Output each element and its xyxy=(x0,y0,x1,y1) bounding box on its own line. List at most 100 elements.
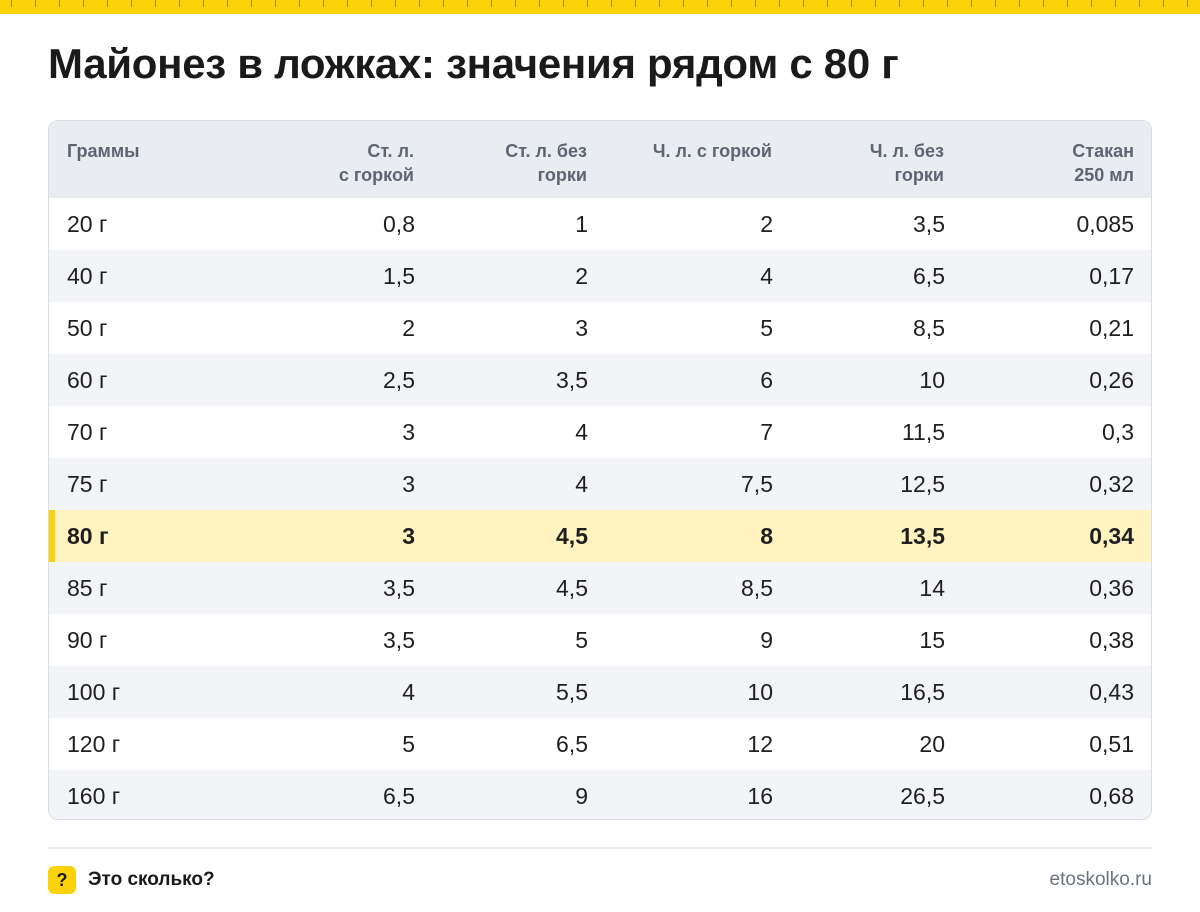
table-cell: 5 xyxy=(575,626,588,653)
table-cell: 26,5 xyxy=(900,782,945,809)
table-cell: 2 xyxy=(760,210,773,237)
table-cell: 160 г xyxy=(67,782,121,809)
table-cell: 0,085 xyxy=(1076,210,1134,237)
tablespoon-level-header: Ст. л. без горки xyxy=(415,121,588,198)
ruler-strip xyxy=(0,0,1200,14)
table-cell: 1 xyxy=(575,210,588,237)
table-cell: 0,8 xyxy=(383,210,415,237)
table-row: 40 г 1,5 2 4 6,5 0,17 xyxy=(49,250,1151,302)
table-cell: 8,5 xyxy=(913,314,945,341)
table-cell: 20 г xyxy=(67,210,108,237)
table-cell: 4,5 xyxy=(556,574,588,601)
header-line: Ч. л. с горкой xyxy=(652,141,772,161)
table-cell: 4 xyxy=(575,418,588,445)
table-cell: 2 xyxy=(575,262,588,289)
table-cell: 4 xyxy=(402,678,415,705)
table-row: 100 г 4 5,5 10 16,5 0,43 xyxy=(49,666,1151,718)
table-row: 60 г 2,5 3,5 6 10 0,26 xyxy=(49,354,1151,406)
table-cell: 3 xyxy=(402,470,415,497)
table-cell: 16,5 xyxy=(900,678,945,705)
table-cell: 4,5 xyxy=(556,522,588,549)
table-cell: 1,5 xyxy=(383,262,415,289)
tablespoon-heaped-header: Ст. л. с горкой xyxy=(196,121,415,198)
table-row: 85 г 3,5 4,5 8,5 14 0,36 xyxy=(49,562,1151,614)
site-url[interactable]: etoskolko.ru xyxy=(1049,869,1152,890)
table-cell: 0,68 xyxy=(1089,782,1134,809)
table-cell: 3 xyxy=(402,418,415,445)
footer-divider xyxy=(48,847,1152,849)
table-cell: 5,5 xyxy=(556,678,588,705)
page-title: Майонез в ложках: значения рядом с 80 г xyxy=(48,40,899,87)
header-line: 250 мл xyxy=(1074,165,1134,185)
table-cell: 7,5 xyxy=(741,470,773,497)
table-cell: 70 г xyxy=(67,418,108,445)
table-cell: 0,34 xyxy=(1089,522,1134,549)
table-cell: 75 г xyxy=(67,470,108,497)
header-line: Стакан xyxy=(1072,141,1134,161)
table-cell: 11,5 xyxy=(901,418,945,445)
teaspoon-level-header: Ч. л. без горки xyxy=(773,121,945,198)
table-cell: 0,43 xyxy=(1089,678,1134,705)
table-row-highlighted: 80 г 3 4,5 8 13,5 0,34 xyxy=(49,510,1151,562)
table-cell: 100 г xyxy=(67,678,121,705)
table-cell: 15 xyxy=(919,626,945,653)
table-row: 70 г 3 4 7 11,5 0,3 xyxy=(49,406,1151,458)
table-row: 75 г 3 4 7,5 12,5 0,32 xyxy=(49,458,1151,510)
table-cell: 0,51 xyxy=(1089,730,1134,757)
table-cell: 2 xyxy=(402,314,415,341)
table-cell: 9 xyxy=(760,626,773,653)
table-cell: 5 xyxy=(402,730,415,757)
table-cell: 40 г xyxy=(67,262,108,289)
question-icon: ? xyxy=(48,866,76,894)
brand-name: Это сколько? xyxy=(88,869,215,890)
header-line: с горкой xyxy=(338,165,414,185)
conversion-table-card: Граммы Ст. л. с горкой Ст. л. без горки Ч. л.… xyxy=(48,120,1152,820)
table-cell: 90 г xyxy=(67,626,108,653)
table-cell: 0,38 xyxy=(1089,626,1134,653)
table-cell: 0,32 xyxy=(1089,470,1134,497)
cup-250ml-header: Стакан 250 мл xyxy=(945,121,1151,198)
table-cell: 0,26 xyxy=(1089,366,1134,393)
table-cell: 3,5 xyxy=(913,210,945,237)
table-cell: 85 г xyxy=(67,574,108,601)
table-row: 50 г 2 3 5 8,5 0,21 xyxy=(49,302,1151,354)
table-cell: 10 xyxy=(919,366,945,393)
table-cell: 10 xyxy=(747,678,773,705)
table-cell: 9 xyxy=(575,782,588,809)
table-row: 160 г 6,5 9 16 26,5 0,68 xyxy=(49,770,1151,819)
table-cell: 80 г xyxy=(49,510,196,562)
grams-header: Граммы xyxy=(49,121,196,198)
table-cell: 6,5 xyxy=(913,262,945,289)
table-cell: 12,5 xyxy=(900,470,945,497)
table-cell: 0,36 xyxy=(1089,574,1134,601)
table-cell: 60 г xyxy=(67,366,108,393)
table-cell: 0,17 xyxy=(1089,262,1134,289)
header-line: Граммы xyxy=(67,141,140,161)
table-cell: 8 xyxy=(760,522,773,549)
table-cell: 13,5 xyxy=(900,522,945,549)
table-cell: 12 xyxy=(747,730,773,757)
table-cell: 3,5 xyxy=(383,574,415,601)
table-cell: 14 xyxy=(919,574,945,601)
table-cell: 20 xyxy=(919,730,945,757)
table-cell: 16 xyxy=(747,782,773,809)
table-cell: 6,5 xyxy=(383,782,415,809)
table-cell: 0,3 xyxy=(1102,418,1134,445)
table-cell: 120 г xyxy=(67,730,121,757)
table-cell: 4 xyxy=(760,262,773,289)
header-line: Ст. л. xyxy=(367,141,414,161)
table-cell: 3 xyxy=(575,314,588,341)
table-cell: 6,5 xyxy=(556,730,588,757)
header-line: горки xyxy=(894,165,944,185)
table-cell: 8,5 xyxy=(741,574,773,601)
table-cell: 7 xyxy=(760,418,773,445)
table-cell: 3,5 xyxy=(556,366,588,393)
table-cell: 5 xyxy=(760,314,773,341)
table-cell: 0,21 xyxy=(1089,314,1134,341)
header-line: горки xyxy=(537,165,587,185)
table-cell: 4 xyxy=(575,470,588,497)
table-cell: 3,5 xyxy=(383,626,415,653)
table-cell: 6 xyxy=(760,366,773,393)
header-line: Ст. л. без xyxy=(505,141,587,161)
